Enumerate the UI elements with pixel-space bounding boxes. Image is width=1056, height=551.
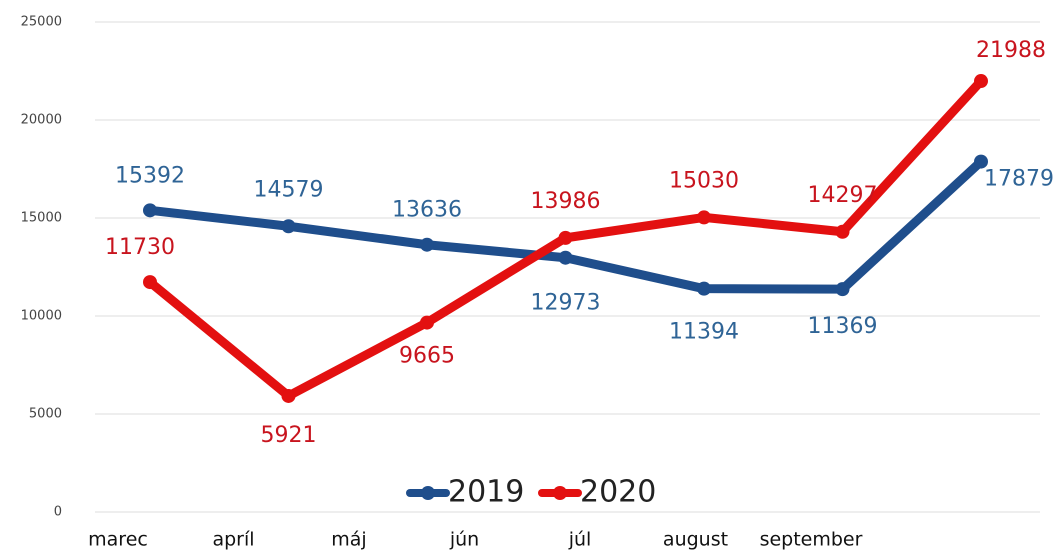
point — [281, 219, 296, 234]
legend-label: 2019 — [448, 475, 524, 510]
x-tick-label: apríl — [212, 529, 254, 551]
value-label: 11730 — [105, 235, 175, 260]
y-tick-label: 0 — [54, 505, 62, 520]
x-tick-label: jún — [449, 529, 479, 551]
value-label: 17879 — [984, 167, 1054, 192]
point — [558, 230, 573, 245]
point — [420, 237, 434, 252]
x-tick-label: august — [663, 529, 728, 551]
x-tick-label: máj — [331, 529, 366, 551]
point — [143, 203, 157, 218]
point — [558, 250, 573, 265]
value-label: 11394 — [669, 320, 739, 345]
value-label: 9665 — [399, 344, 455, 369]
y-tick-label: 10000 — [21, 309, 62, 324]
value-label: 14297 — [808, 183, 878, 208]
point — [281, 388, 296, 403]
y-tick-label: 15000 — [21, 211, 62, 226]
value-label: 14579 — [254, 177, 324, 202]
x-tick-label: júl — [568, 529, 592, 551]
x-tick-label: september — [760, 529, 863, 551]
y-tick-label: 20000 — [21, 113, 62, 128]
point — [143, 275, 157, 290]
legend-marker — [553, 486, 567, 500]
point — [974, 74, 988, 89]
point — [974, 154, 988, 169]
point — [420, 315, 434, 330]
y-tick-label: 25000 — [21, 15, 62, 30]
value-label: 12973 — [531, 291, 601, 316]
point — [835, 224, 850, 239]
value-label: 15030 — [669, 168, 739, 193]
point — [835, 282, 850, 297]
point — [697, 210, 711, 225]
value-label: 15392 — [115, 163, 185, 188]
x-tick-label: marec — [88, 529, 148, 551]
point — [697, 281, 711, 296]
value-label: 5921 — [261, 423, 317, 448]
value-label: 21988 — [976, 38, 1046, 63]
value-label: 13986 — [531, 189, 601, 214]
value-label: 13636 — [392, 198, 462, 223]
legend-label: 2020 — [580, 475, 656, 510]
y-tick-label: 5000 — [29, 407, 62, 422]
value-label: 11369 — [808, 314, 878, 339]
legend-marker — [421, 486, 435, 500]
